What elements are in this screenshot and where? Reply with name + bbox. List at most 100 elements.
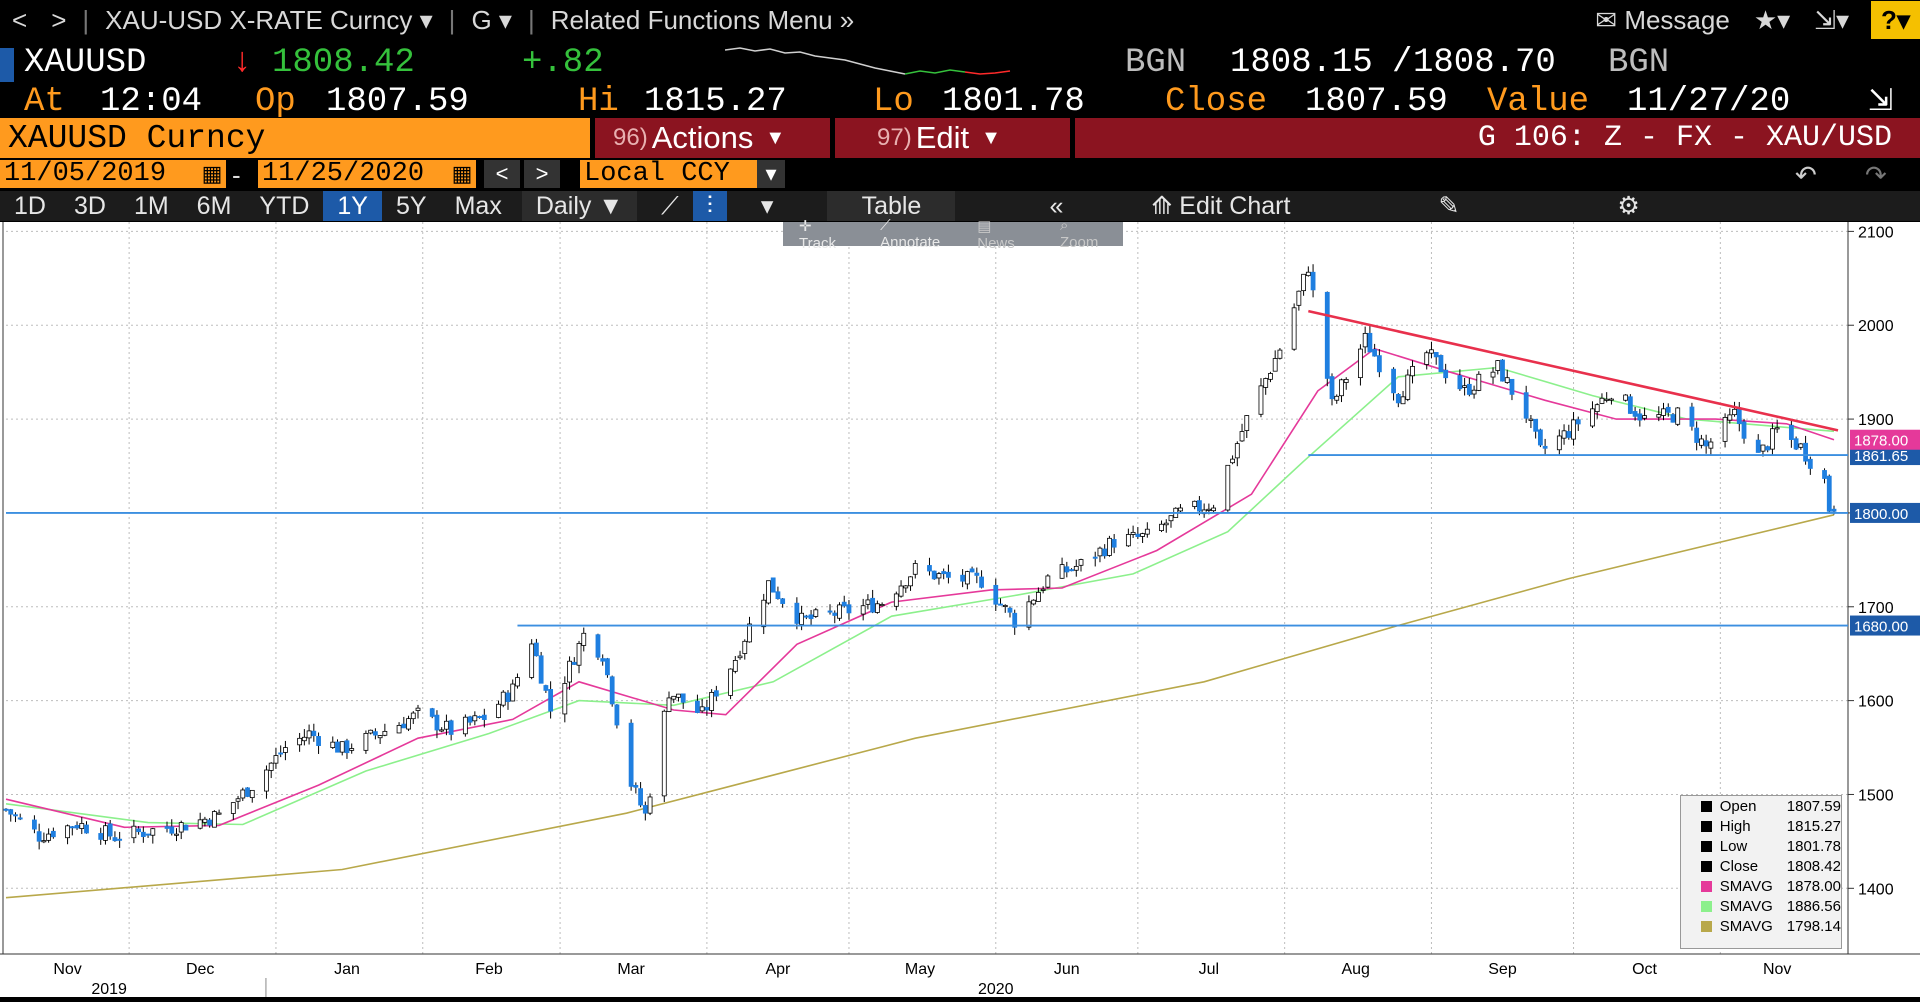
candle-body [538,655,544,684]
candle-body [240,789,246,799]
candle-chart-icon[interactable]: ⫶ [692,191,727,221]
chevron-down-icon: ▾ [498,4,512,35]
x-month-label: Oct [1632,961,1657,978]
open-price: 1807.59 [326,83,469,121]
candle-body [841,601,847,607]
candle-body [1140,533,1145,537]
calendar-icon[interactable]: ▦ [198,160,226,188]
calendar-icon[interactable]: ▦ [448,160,476,188]
forward-button[interactable]: > [51,4,67,35]
redo-icon[interactable]: ↷ [1865,160,1887,190]
price-tag-bg [1850,615,1920,636]
gear-icon[interactable]: ⚙ [1617,192,1640,220]
legend-swatch [1701,880,1712,892]
back-button[interactable]: < [12,4,28,35]
x-month-label: Nov [1763,961,1791,978]
candle-body [1537,429,1543,446]
actions-label: Actions [651,120,754,155]
candle-body [410,712,416,720]
line-chart-icon[interactable]: ⟋ [661,191,679,220]
x-month-label: Mar [617,961,645,978]
related-functions-menu[interactable]: Related Functions Menu » [539,5,867,36]
candle-body [1831,508,1837,512]
candle-body [1599,397,1605,404]
candle-body [865,599,871,605]
period-1m[interactable]: 1M [133,191,169,220]
zoom-tool[interactable]: ⌕ Zoom [1044,217,1123,251]
candle-body [65,825,70,839]
news-tool[interactable]: ▤ News [961,217,1044,252]
chevron-down-icon[interactable]: ▾ [757,160,785,188]
g-menu[interactable]: G ▾ [459,5,524,36]
candle-body [998,603,1003,606]
track-tool[interactable]: ✛ Track [783,217,864,252]
annotate-tool[interactable]: ⟋ Annotate [864,217,961,251]
pencil-icon[interactable]: ✎ [1438,192,1460,220]
candle-body [145,833,151,836]
candle-body [335,741,340,753]
candle-body [614,704,620,726]
period-3d[interactable]: 3D [73,191,106,220]
period-5y[interactable]: 5Y [396,191,427,220]
candle-body [32,819,37,830]
edit-chart-label: Edit Chart [1179,191,1291,220]
price-tag-label: 1800.00 [1854,506,1908,523]
period-1y[interactable]: 1Y [323,191,382,221]
export-button[interactable]: ⇲ ▾ [1802,5,1861,36]
candle-body [931,570,937,580]
prev-range-button[interactable]: < [484,160,520,188]
frequency-select[interactable]: Daily ▼ [521,191,638,221]
start-date-field[interactable]: 11/05/2019 [0,159,198,189]
edit-chart-button[interactable]: ⟰ Edit Chart [1137,191,1304,221]
help-button[interactable]: ? ▾ [1871,1,1920,39]
candle-body [1476,373,1482,391]
chevron-down-icon[interactable]: ▾ [760,192,774,220]
table-button[interactable]: Table [827,191,956,221]
frequency-label: Daily [535,191,592,220]
candle-body [794,602,800,624]
security-field[interactable]: XAUUSD Curncy [0,118,590,158]
actions-menu[interactable]: 96) Actions ▼ [595,118,830,158]
message-button[interactable]: ✉ Message [1583,5,1742,36]
candle-body [396,725,402,734]
candle-body [747,623,752,643]
candle-body [671,695,677,700]
currency-field[interactable]: Local CCY [580,159,757,189]
ticker-menu[interactable]: XAU-USD X-RATE Curncy ▾ [93,5,445,36]
period-max[interactable]: Max [454,191,502,220]
period-6m[interactable]: 6M [196,191,232,220]
annotate-label: Annotate [880,234,941,251]
candle-body [1395,394,1401,404]
candle-body [699,706,705,712]
edit-menu[interactable]: 97) Edit ▼ [835,118,1070,158]
chevron-down-icon: ▾ [1777,4,1791,35]
favorite-button[interactable]: ★ ▾ [1742,5,1802,36]
candle-body [1031,599,1037,605]
candle-body [941,571,947,575]
price-tag-bg [1850,445,1920,466]
candle-body [1694,427,1700,443]
candle-body [803,615,809,618]
candle-body [448,720,454,735]
period-ytd[interactable]: YTD [259,191,310,220]
candle-body [642,805,648,814]
candle-body [406,718,411,730]
undo-icon[interactable]: ↶ [1795,160,1817,190]
candle-body [1466,383,1472,395]
chart-area[interactable]: 14001500160017001800190020002100NovDecJa… [0,222,1920,998]
candle-body [245,787,250,797]
collapse-icon[interactable]: « [1049,191,1064,220]
candle-body [1291,307,1297,350]
legend-name: Low [1719,837,1748,855]
candle-body [500,691,506,706]
candle-body [1637,413,1643,421]
legend-row: SMAVG 1886.56 [1681,896,1841,916]
next-range-button[interactable]: > [524,160,560,188]
candle-body [1064,566,1070,573]
candle-body [581,632,587,646]
period-1d[interactable]: 1D [14,191,46,220]
price-chart[interactable]: 14001500160017001800190020002100NovDecJa… [0,222,1920,998]
chart-export-icon[interactable]: ⇲ [1868,86,1894,120]
candle-body [1590,408,1595,427]
end-date-field[interactable]: 11/25/2020 [258,159,448,189]
